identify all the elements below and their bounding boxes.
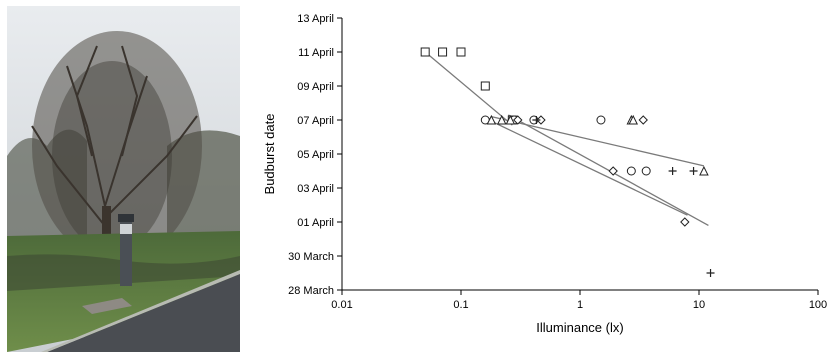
data-point-square (438, 47, 448, 57)
y-axis-title: Budburst date (262, 114, 277, 195)
y-tick-label: 03 April (297, 183, 334, 195)
data-point-diamond (638, 115, 648, 125)
data-point-plus (689, 167, 698, 175)
y-tick-label: 13 April (297, 13, 334, 25)
tree-photo (7, 6, 240, 352)
x-tick-label: 0.01 (331, 299, 352, 311)
y-tick-label: 11 April (298, 47, 334, 59)
data-point-diamond (608, 166, 618, 176)
y-tick-label: 09 April (297, 81, 334, 93)
data-markers (420, 47, 715, 277)
data-point-triangle (505, 114, 516, 125)
x-tick-label: 10 (693, 299, 705, 311)
data-point-triangle (699, 165, 709, 176)
y-axis-ticks: 13 April 11 April 09 April 07 April 05 April… (288, 13, 342, 297)
data-point-plus (706, 269, 715, 277)
data-point-triangle (486, 114, 497, 125)
x-tick-label: 1 (577, 299, 583, 311)
data-point-circle (641, 166, 651, 176)
trendline (491, 115, 705, 167)
x-axis-ticks: 0.01 0.1 1 10 100 (331, 290, 827, 311)
y-tick-label: 28 March (288, 285, 334, 297)
data-point-circle (626, 166, 636, 176)
y-tick-label: 07 April (297, 115, 334, 127)
y-tick-label: 01 April (297, 217, 334, 229)
trendline (508, 114, 709, 226)
data-point-square (420, 47, 430, 57)
data-point-square (480, 81, 490, 91)
y-tick-label: 05 April (297, 149, 334, 161)
trendline (485, 117, 688, 216)
y-tick-label: 30 March (288, 251, 334, 263)
street-lamp (120, 218, 132, 286)
data-point-triangle (496, 114, 507, 125)
data-point-triangle (628, 114, 639, 125)
trendlines (424, 51, 709, 226)
budburst-chart: 0.01 0.1 1 10 100 13 April 11 April 09 April 07… (262, 13, 827, 335)
data-point-diamond (536, 115, 546, 125)
data-point-square (456, 47, 466, 57)
data-point-plus (532, 116, 541, 124)
manhole-cover (82, 298, 132, 314)
data-point-plus (668, 167, 677, 175)
trendline (424, 51, 513, 126)
data-point-diamond (680, 217, 690, 227)
x-axis-title: Illuminance (lx) (536, 320, 623, 335)
data-point-diamond (513, 115, 523, 125)
x-tick-label: 0.1 (453, 299, 468, 311)
x-tick-label: 100 (809, 299, 827, 311)
data-point-circle (596, 115, 606, 125)
